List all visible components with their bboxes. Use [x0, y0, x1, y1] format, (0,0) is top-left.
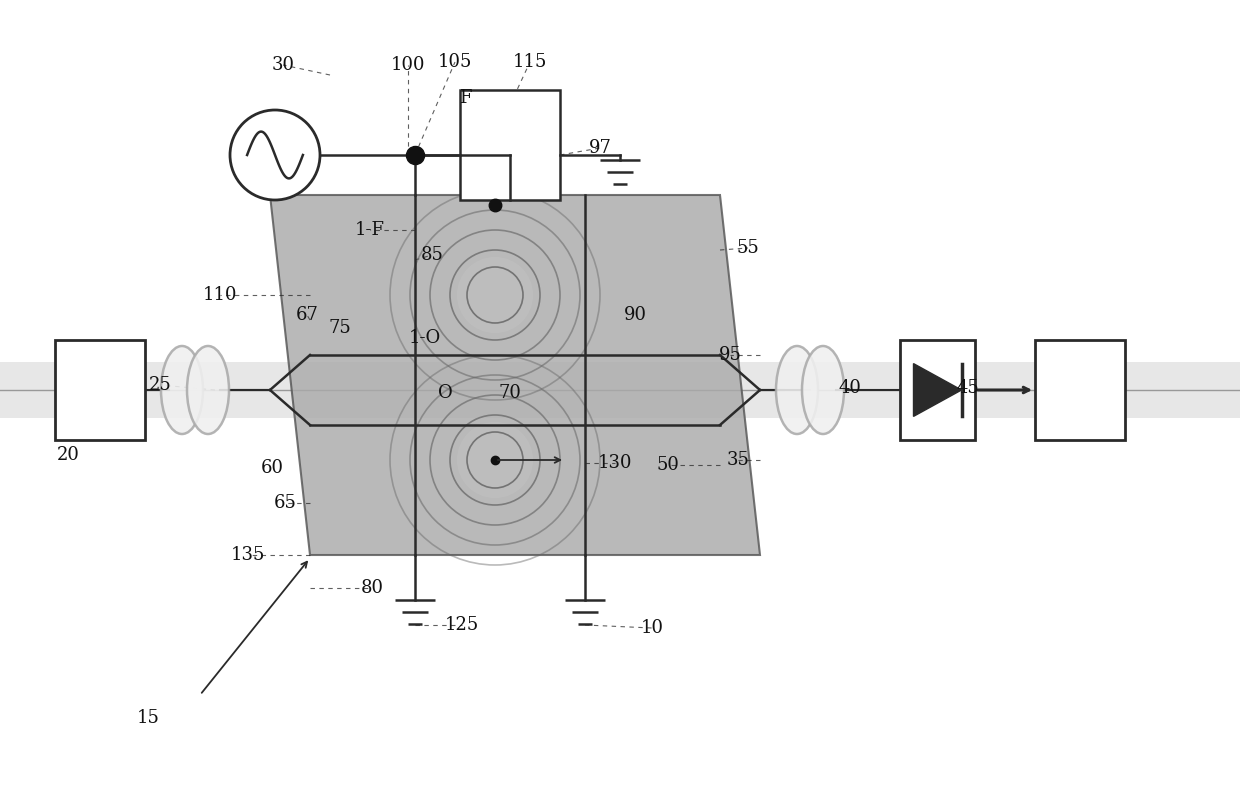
Text: 40: 40 — [838, 379, 862, 397]
Text: 130: 130 — [598, 454, 632, 472]
Text: 100: 100 — [391, 56, 425, 74]
FancyBboxPatch shape — [55, 340, 145, 440]
Circle shape — [458, 257, 533, 333]
FancyBboxPatch shape — [1035, 340, 1125, 440]
Ellipse shape — [776, 346, 818, 434]
Text: 1-F: 1-F — [355, 221, 384, 239]
Text: 80: 80 — [361, 579, 383, 597]
Text: 97: 97 — [589, 139, 611, 157]
Text: 67: 67 — [295, 306, 319, 324]
Text: 90: 90 — [624, 306, 646, 324]
Text: 25: 25 — [149, 376, 171, 394]
Ellipse shape — [187, 346, 229, 434]
Text: 125: 125 — [445, 616, 479, 634]
Text: 55: 55 — [737, 239, 759, 257]
Circle shape — [229, 110, 320, 200]
Polygon shape — [914, 364, 961, 417]
Text: 20: 20 — [57, 446, 79, 464]
Text: 75: 75 — [329, 319, 351, 337]
FancyBboxPatch shape — [460, 90, 560, 200]
Text: 30: 30 — [272, 56, 295, 74]
Text: 70: 70 — [498, 384, 522, 402]
Text: 10: 10 — [641, 619, 663, 637]
Text: 15: 15 — [136, 709, 160, 727]
Text: 35: 35 — [727, 451, 749, 469]
Text: 105: 105 — [438, 53, 472, 71]
FancyBboxPatch shape — [900, 340, 975, 440]
Text: 1-O: 1-O — [409, 329, 441, 347]
Text: 50: 50 — [656, 456, 680, 474]
Text: 135: 135 — [231, 546, 265, 564]
Ellipse shape — [802, 346, 844, 434]
Text: 45: 45 — [956, 379, 980, 397]
Circle shape — [458, 422, 533, 498]
Text: 115: 115 — [513, 53, 547, 71]
Text: 110: 110 — [203, 286, 237, 304]
Polygon shape — [270, 195, 760, 555]
Text: O: O — [438, 384, 453, 402]
Text: F: F — [459, 89, 471, 107]
Text: 60: 60 — [260, 459, 284, 477]
Text: 65: 65 — [274, 494, 296, 512]
FancyBboxPatch shape — [0, 362, 1240, 418]
Text: 85: 85 — [420, 246, 444, 264]
Text: 95: 95 — [718, 346, 742, 364]
Ellipse shape — [161, 346, 203, 434]
